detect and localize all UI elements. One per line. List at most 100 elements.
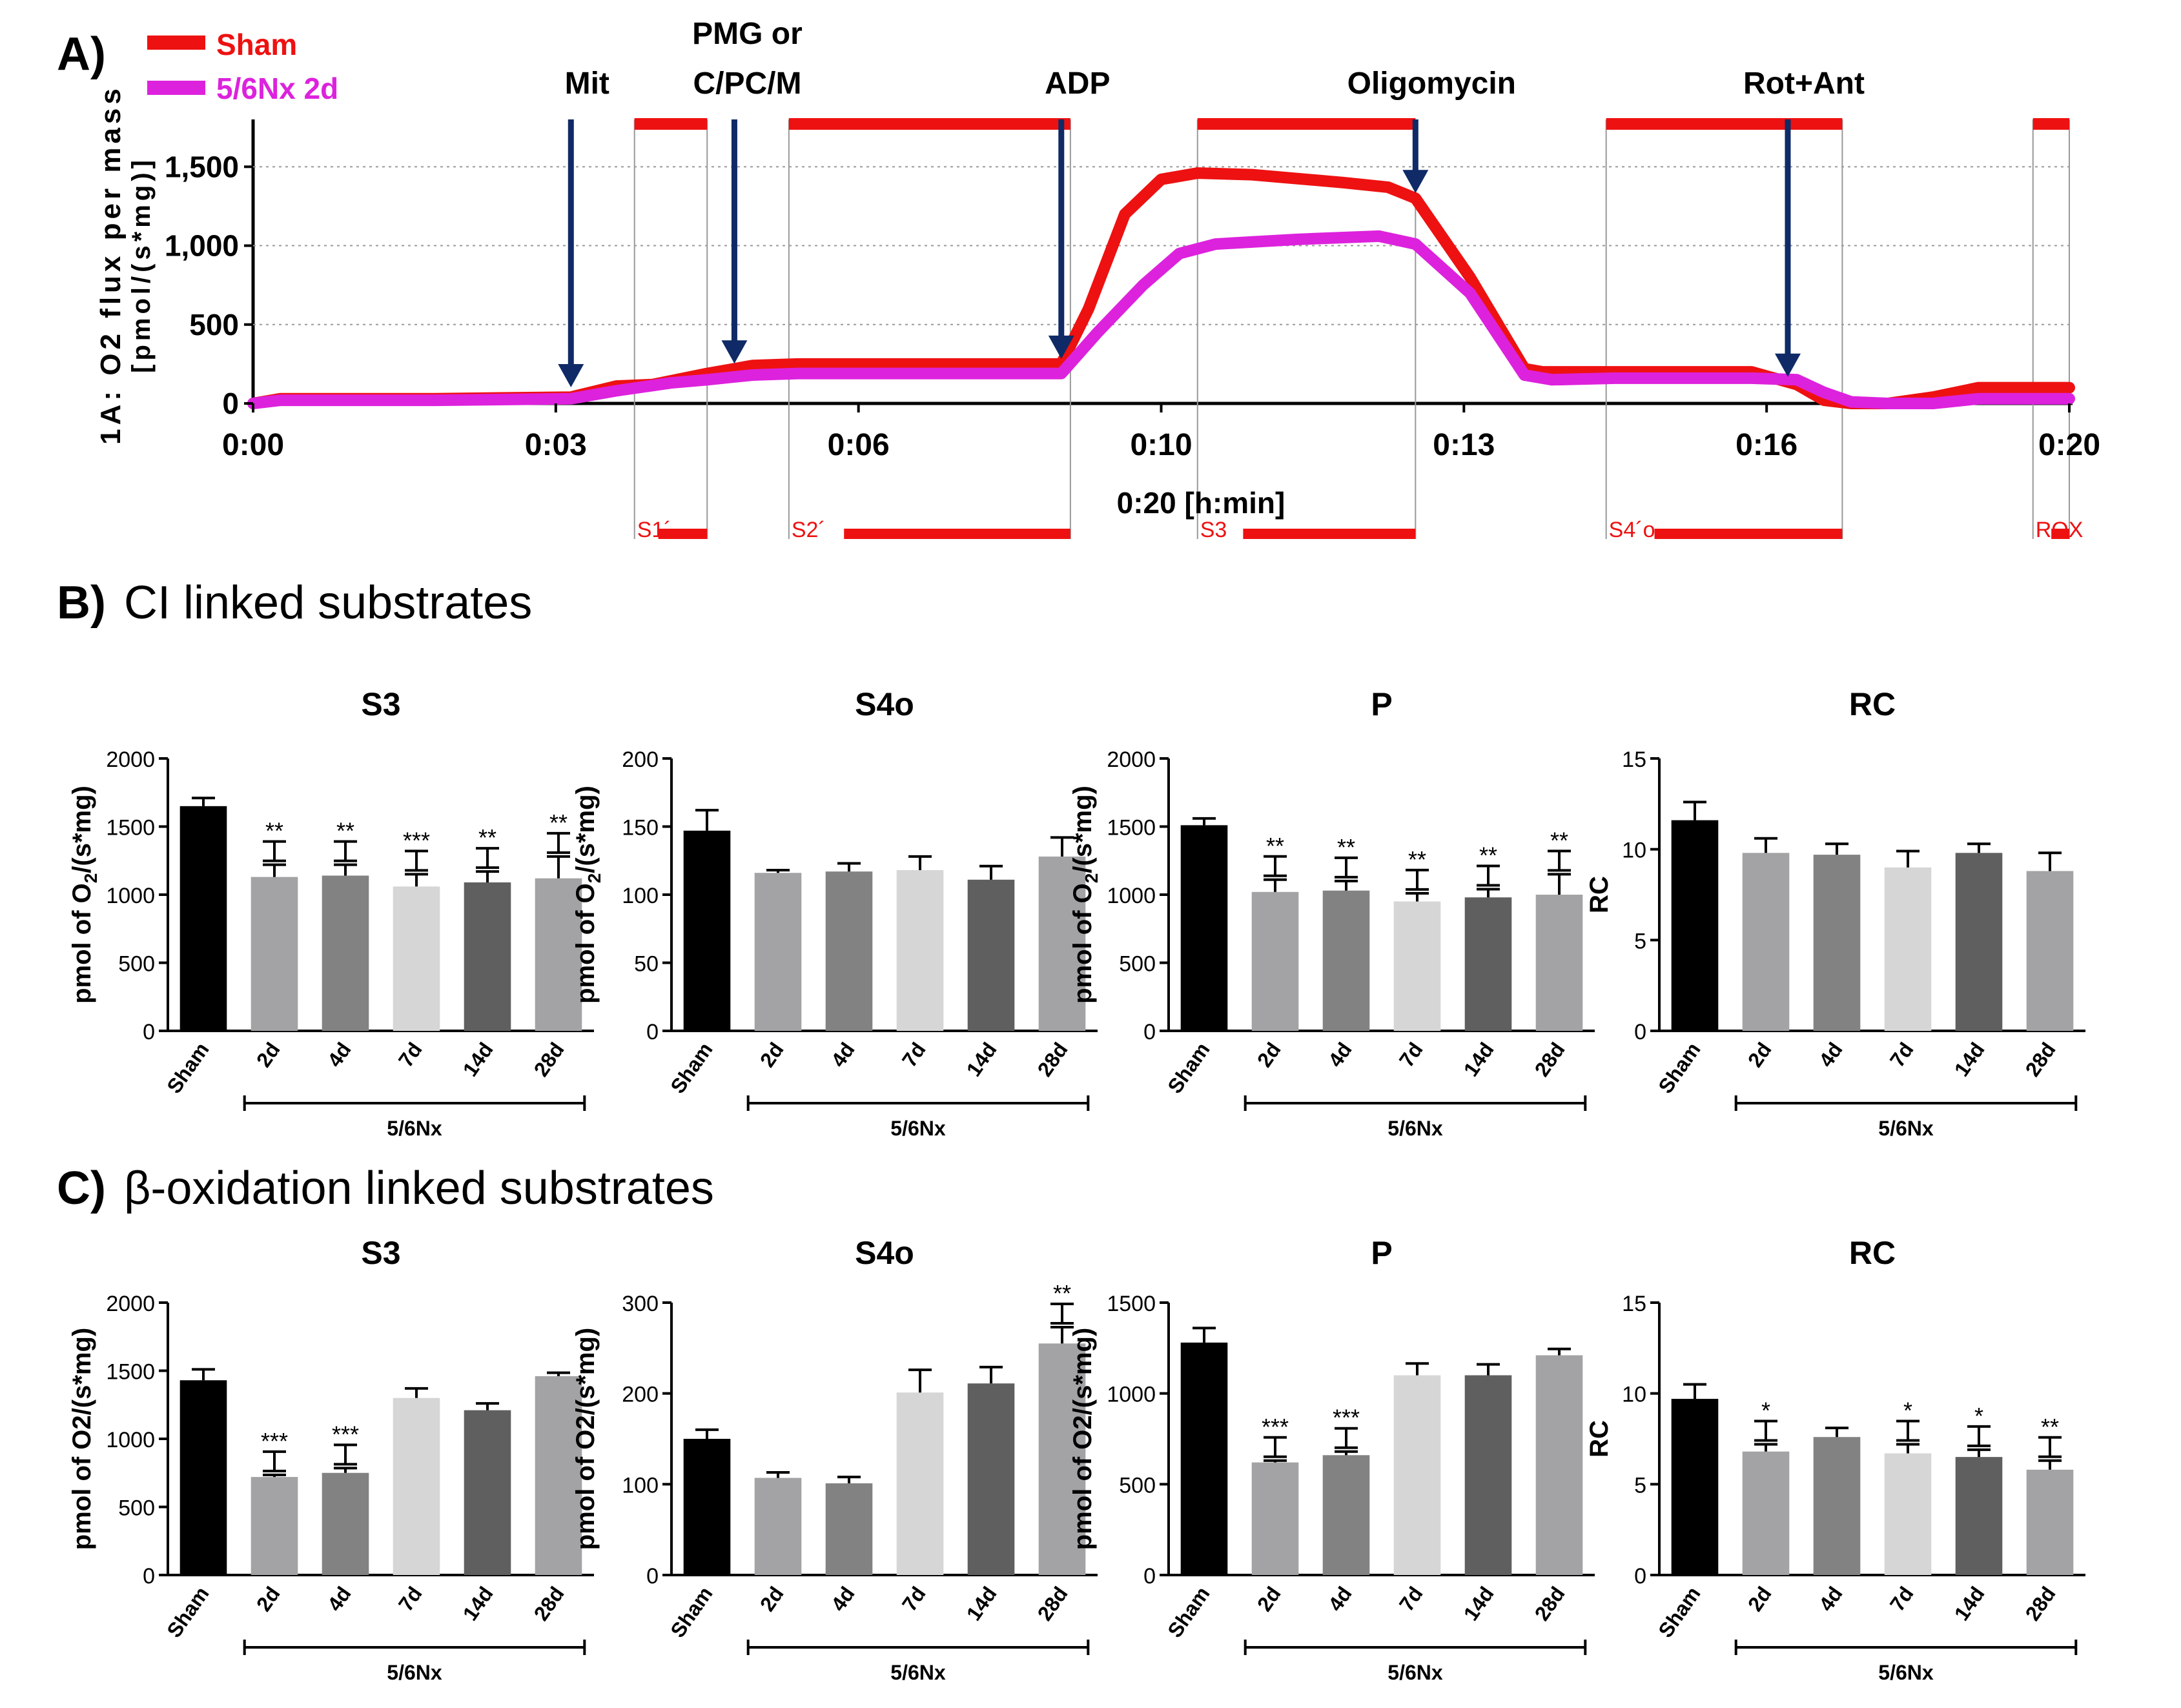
- y-tick-label: 15: [1622, 747, 1646, 772]
- injection-arrowhead: [721, 340, 748, 364]
- y-tick-label: 2000: [106, 747, 155, 772]
- bar-chart-c-rc: RC 0 5 10 15 RC Sham * 2d 4d * 7d * 14d ** 28d 5/6Nx: [1585, 1235, 2085, 1684]
- group-label: 5/6Nx: [387, 1661, 442, 1684]
- bar-7d: [393, 886, 440, 1031]
- panel-a-ylabel-1: 1A: O2 flux per mass: [95, 85, 127, 445]
- significance-bracket: [2038, 1436, 2062, 1458]
- panel-a-gridlines: [253, 166, 2069, 325]
- y-tick-label: 500: [118, 952, 155, 977]
- chart-title: S4o: [855, 1235, 914, 1271]
- group-label: 5/6Nx: [1387, 1661, 1443, 1684]
- category-label: Sham: [1163, 1038, 1214, 1097]
- bar-14d: [967, 879, 1015, 1031]
- bar-14d: [1955, 853, 2003, 1031]
- significance-bracket: [1896, 1419, 1920, 1442]
- bar-14d: [967, 1383, 1015, 1575]
- category-label: 7d: [394, 1038, 427, 1071]
- bar-4d: [825, 1483, 873, 1575]
- category-label: Sham: [1654, 1582, 1705, 1642]
- chart-title: S3: [361, 686, 400, 722]
- bar-2d: [1251, 891, 1299, 1031]
- significance-label: **: [1266, 833, 1284, 859]
- y-tick-label: 200: [622, 1383, 659, 1407]
- significance-bracket: [1406, 868, 1429, 891]
- y-tick-label: 0: [143, 1020, 155, 1044]
- y-tick-label: 200: [622, 747, 659, 772]
- bar-4d: [322, 875, 369, 1031]
- bar-sham: [683, 830, 731, 1031]
- significance-bracket: [547, 831, 570, 854]
- significance-label: **: [478, 824, 497, 851]
- chart-title: P: [1371, 686, 1392, 722]
- panel-c-heading: C) β-oxidation linked substrates: [57, 1163, 714, 1214]
- y-tick-label: 2000: [1107, 747, 1156, 772]
- category-label: 4d: [1814, 1038, 1847, 1071]
- bar-4d: [322, 1472, 369, 1575]
- category-label: 7d: [1395, 1038, 1428, 1071]
- category-label: 14d: [458, 1038, 498, 1081]
- y-tick-label: 50: [634, 952, 659, 977]
- category-label: 28d: [1530, 1038, 1570, 1081]
- category-label: 2d: [1253, 1038, 1285, 1071]
- bar-chart-b-rc: RC 0 5 10 15 RC Sham 2d 4d 7d 14d 28d 5/6Nx: [1585, 686, 2085, 1140]
- significance-label: **: [1053, 1280, 1071, 1306]
- category-label: 2d: [755, 1038, 788, 1071]
- injection-arrowhead: [1774, 353, 1801, 377]
- bar-14d: [1464, 1375, 1512, 1575]
- y-axis-label: pmol of O2/(s*mg): [68, 786, 101, 1004]
- x-tick-label: 0:16: [1736, 428, 1797, 462]
- panel-c-title: β-oxidation linked substrates: [124, 1163, 714, 1214]
- category-label: 14d: [1950, 1038, 1989, 1081]
- bar-14d: [464, 1410, 511, 1575]
- category-label: 7d: [1885, 1038, 1918, 1071]
- injection-label: Oligomycin: [1347, 66, 1516, 101]
- injection-label-line2: C/PC/M: [693, 66, 801, 101]
- significance-label: ***: [332, 1421, 359, 1447]
- y-tick-label: 5: [1634, 1473, 1646, 1498]
- group-label: 5/6Nx: [1878, 1117, 1934, 1140]
- panel-a-mark-lines: [633, 119, 2070, 539]
- significance-bracket: [1264, 855, 1287, 877]
- injection-arrowhead: [558, 364, 584, 387]
- y-tick-label: 0: [646, 1020, 659, 1044]
- category-label: 7d: [394, 1582, 427, 1615]
- category-label: Sham: [1654, 1038, 1705, 1097]
- category-label: Sham: [1163, 1582, 1214, 1642]
- bar-7d: [1884, 1453, 1932, 1575]
- y-tick-label: 150: [622, 816, 659, 840]
- bar-7d: [393, 1398, 440, 1575]
- significance-label: **: [549, 809, 568, 836]
- panel-a-xlabel: 0:20 [h:min]: [1117, 486, 1285, 520]
- bar-2d: [754, 873, 802, 1031]
- panel-b-title: CI linked substrates: [124, 577, 532, 629]
- y-tick-label: 1,500: [165, 150, 239, 183]
- significance-label: **: [1550, 827, 1568, 853]
- y-tick-label: 500: [189, 308, 239, 341]
- bar-4d: [1813, 855, 1861, 1031]
- injection-arrowhead: [1402, 170, 1429, 194]
- legend-sham-label: Sham: [216, 28, 297, 61]
- bar-chart-c-s3: S3 0 500 1000 1500 2000 pmol of O2/(s*mg) Sham *…: [68, 1235, 594, 1684]
- y-tick-label: 300: [622, 1292, 659, 1316]
- bar-28d: [535, 878, 582, 1031]
- y-tick-label: 0: [1143, 1564, 1156, 1589]
- category-label: 4d: [323, 1582, 356, 1615]
- injection-label: ADP: [1045, 66, 1110, 101]
- bar-sham: [683, 1439, 731, 1575]
- bar-14d: [1955, 1457, 2003, 1575]
- y-tick-label: 0: [222, 387, 239, 420]
- significance-label: **: [1408, 846, 1426, 873]
- panel-a-x-ticks: 0:00 0:03 0:06 0:10 0:13 0:16 0:20: [222, 403, 2100, 462]
- group-bracket: [1244, 1095, 1587, 1111]
- bar-4d: [825, 871, 873, 1031]
- bar-sham: [1180, 1342, 1228, 1575]
- category-label: 4d: [1324, 1038, 1357, 1071]
- significance-bracket: [1754, 1419, 1777, 1442]
- significance-label: *: [1974, 1403, 1983, 1429]
- category-label: 14d: [1950, 1582, 1989, 1625]
- group-bracket: [243, 1640, 586, 1655]
- bar-28d: [2026, 1469, 2074, 1575]
- group-label: 5/6Nx: [387, 1117, 442, 1140]
- category-label: 14d: [458, 1582, 498, 1625]
